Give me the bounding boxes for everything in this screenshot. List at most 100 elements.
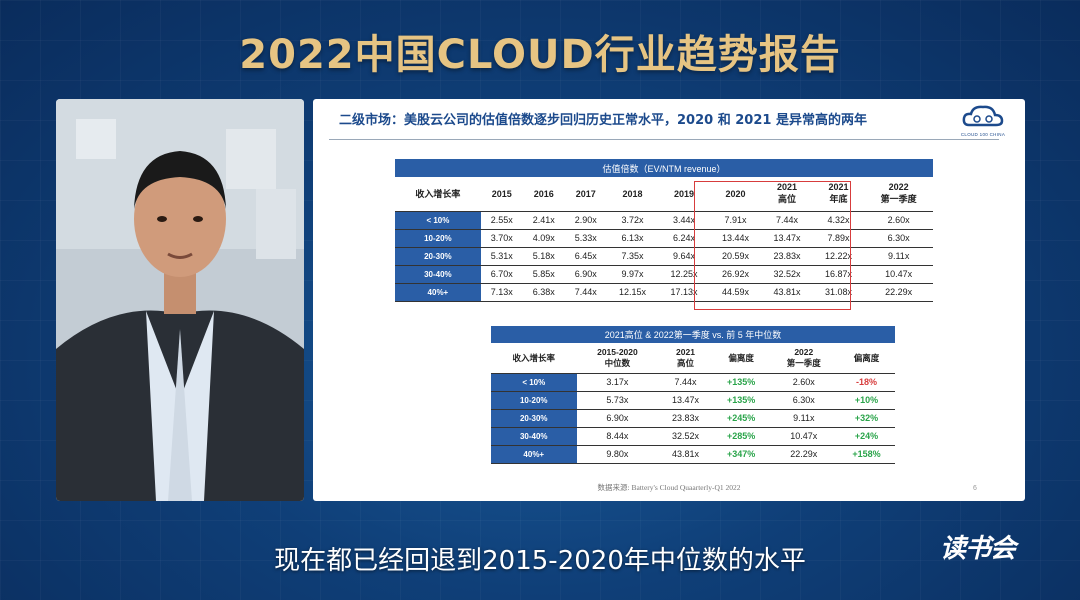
table-cell: 32.52x <box>658 426 713 445</box>
column-header: 偏离度 <box>853 352 880 363</box>
column-header: 2018 <box>622 188 643 199</box>
logo-text: CLOUD 100 CHINA <box>960 132 1006 137</box>
table-cell: 10.47x <box>769 426 838 445</box>
column-header-row: 收入增长率 2015 2016 2017 2018 2019 2020 2021 高位 2021 年… <box>395 177 933 211</box>
table-cell: 3.17x <box>576 372 659 391</box>
table-row: 30-40% 8.44x 32.52x +285% 10.47x +24% <box>491 426 895 445</box>
table-cell: 5.73x <box>576 390 659 409</box>
table-cell: +24% <box>838 426 895 445</box>
table-cell: 9.11x <box>769 408 838 427</box>
table-cell: 7.89x <box>812 228 865 247</box>
table-cell: 6.13x <box>606 228 659 247</box>
table-cell: 7.44x <box>658 372 713 391</box>
table-cell: +158% <box>838 444 895 464</box>
page-title: 2022中国CLOUD行业趋势报告 <box>239 32 841 78</box>
column-header: 2022 第一季度 <box>880 182 917 205</box>
valuation-table: 估值倍数（EV/NTM revenue） 收入增长率 2015 2016 2017 201… <box>395 159 933 302</box>
table-cell: 4.32x <box>812 210 865 229</box>
cloud-logo: CLOUD 100 CHINA <box>958 103 1008 139</box>
table-cell: 44.59x <box>709 282 762 302</box>
column-header: 2021 高位 <box>777 182 798 205</box>
table-row: 20-30% 6.90x 23.83x +245% 9.11x +32% <box>491 408 895 427</box>
column-header: 2017 <box>575 188 596 199</box>
table-cell: +135% <box>712 390 770 409</box>
column-header: 2015-2020 中位数 <box>597 346 638 368</box>
table-cell: 2.60x <box>864 210 933 229</box>
table-cell: -18% <box>838 372 895 391</box>
table-cell: 7.44x <box>761 210 813 229</box>
table-cell: 32.52x <box>761 264 813 283</box>
table-row: 10-20% 3.70x 4.09x 5.33x 6.13x 6.24x 13.44x 13.… <box>395 228 933 247</box>
column-header: 2021 年底 <box>828 182 849 205</box>
slide-title: 二级市场：美股云公司的估值倍数逐步回归历史正常水平，2020 和 2021 是异… <box>339 113 867 128</box>
caption-subtitle: 现在都已经回退到2015-2020年中位数的水平 <box>274 546 806 576</box>
table-cell: +245% <box>712 408 770 427</box>
table-cell: 43.81x <box>658 444 713 464</box>
table-cell: 7.13x <box>480 282 523 302</box>
table-row: 10-20% 5.73x 13.47x +135% 6.30x +10% <box>491 390 895 409</box>
data-source: 数据来源: Battery's Cloud Quaarterly-Q1 2022 <box>597 483 741 492</box>
table-cell: 3.44x <box>658 210 710 229</box>
table-cell: 6.24x <box>658 228 710 247</box>
table-cell: 2.90x <box>564 210 607 229</box>
column-header-row: 收入增长率 2015-2020 中位数 2021 高位 偏离度 2022 第一季度 偏离度 <box>491 343 895 373</box>
deviation-table: 2021高位 & 2022第一季度 vs. 前 5 年中位数收入增长率 2015-… <box>491 326 895 464</box>
row-label: 40%+ <box>395 282 481 302</box>
table-cell: 13.44x <box>709 228 762 247</box>
table-row: 40%+ 9.80x 43.81x +347% 22.29x +158% <box>491 444 895 464</box>
table-row: 40%+ 7.13x 6.38x 7.44x 12.15x 17.13x 44.59x 43.… <box>395 282 933 302</box>
table-header-row: 2021高位 & 2022第一季度 vs. 前 5 年中位数 <box>491 326 895 343</box>
highlight-box <box>694 181 851 310</box>
table-cell: 17.13x <box>658 282 710 302</box>
table-cell: 43.81x <box>761 282 813 302</box>
row-label-header: 收入增长率 <box>512 352 556 363</box>
table-cell: +10% <box>838 390 895 409</box>
table-cell: 20.59x <box>709 246 762 265</box>
cloud-icon <box>962 105 1004 127</box>
table-cell: 3.72x <box>606 210 659 229</box>
page-number: 6 <box>973 485 977 492</box>
table-cell: 26.92x <box>709 264 762 283</box>
column-header: 偏离度 <box>728 352 754 363</box>
column-header: 2016 <box>533 188 554 199</box>
row-label-header: 收入增长率 <box>415 189 461 200</box>
table-cell: 22.29x <box>864 282 933 302</box>
column-header: 2020 <box>725 188 746 199</box>
table-cell: 7.44x <box>564 282 607 302</box>
table-row: 30-40% 6.70x 5.85x 6.90x 9.97x 12.25x 26.92x 32… <box>395 264 933 283</box>
brand-logo: 读书会 <box>940 534 1016 564</box>
table-cell: 9.64x <box>658 246 710 265</box>
title-divider <box>329 139 999 140</box>
column-header: 2015 <box>491 188 512 199</box>
table-cell: 2.41x <box>522 210 565 229</box>
table-row: < 10% 2.55x 2.41x 2.90x 3.72x 3.44x 7.91x 7.44x… <box>395 210 933 229</box>
table-cell: 22.29x <box>769 444 838 464</box>
table-cell: 12.22x <box>812 246 865 265</box>
table-cell: 5.85x <box>522 264 565 283</box>
column-header: 2019 <box>673 188 695 199</box>
table-cell: 16.87x <box>812 264 865 283</box>
table-cell: 9.11x <box>864 246 933 265</box>
table-cell: 5.33x <box>564 228 607 247</box>
table-cell: +32% <box>838 408 895 427</box>
table-header: 估值倍数（EV/NTM revenue） <box>395 159 933 177</box>
row-label: 20-30% <box>395 246 481 265</box>
column-header: 2022 第一季度 <box>786 346 821 368</box>
table-cell: 6.45x <box>564 246 607 265</box>
table-cell: 2.55x <box>480 210 523 229</box>
table-cell: 9.97x <box>606 264 659 283</box>
row-label: < 10% <box>395 210 481 229</box>
row-label: 20-30% <box>491 408 577 427</box>
table-cell: 6.90x <box>576 408 659 427</box>
table-cell: 6.30x <box>769 390 838 409</box>
table-cell: 6.90x <box>564 264 607 283</box>
table-cell: 5.18x <box>522 246 565 265</box>
column-header: 2021 高位 <box>676 346 695 368</box>
table-cell: 7.91x <box>709 210 762 229</box>
presentation-slide: 二级市场：美股云公司的估值倍数逐步回归历史正常水平，2020 和 2021 是异… <box>313 99 1025 501</box>
table-cell: 12.15x <box>606 282 659 302</box>
table-cell: 3.70x <box>480 228 523 247</box>
table-header: 2021高位 & 2022第一季度 vs. 前 5 年中位数 <box>491 326 895 343</box>
table-cell: 4.09x <box>522 228 565 247</box>
table-cell: +347% <box>712 444 770 464</box>
